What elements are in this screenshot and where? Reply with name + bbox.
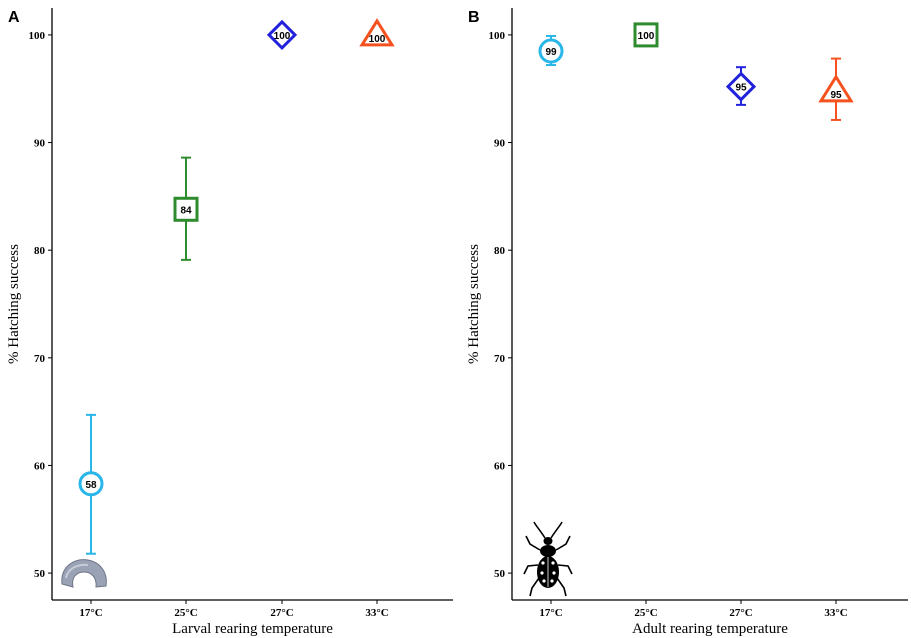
panel-letter: A: [8, 9, 20, 26]
beetle-antenna: [550, 521, 563, 539]
y-tick-label: 80: [494, 245, 506, 257]
x-axis-title: Adult rearing temperature: [632, 621, 788, 637]
y-tick-label: 100: [29, 30, 46, 42]
x-tick-label: 25°C: [174, 607, 197, 619]
y-tick-label: 90: [34, 138, 46, 150]
y-axis-title: % Hatching success: [466, 244, 482, 364]
beetle-pronotum: [540, 545, 556, 557]
triangle-marker: [359, 18, 395, 47]
beetle-spot: [541, 561, 545, 565]
beetle-leg: [556, 577, 567, 597]
x-tick-label: 25°C: [634, 607, 657, 619]
x-axis-title: Larval rearing temperature: [172, 621, 333, 637]
x-tick-label: 33°C: [365, 607, 388, 619]
data-point: 100: [266, 19, 298, 51]
data-point: 99: [538, 34, 564, 67]
larva-icon: [61, 559, 107, 588]
panel-b: B 50 60 70 80 90 100 17°C 25°C 27°C 33°C Adult rear…: [466, 8, 908, 637]
data-point: 100: [359, 18, 395, 47]
y-tick-label: 50: [34, 568, 46, 580]
x-tick-label: 33°C: [824, 607, 847, 619]
beetle-icon: [523, 521, 573, 597]
y-tick-label: 90: [494, 138, 506, 150]
data-label: 58: [85, 480, 97, 491]
y-tick-label: 80: [34, 245, 46, 257]
data-label: 95: [735, 83, 747, 94]
x-tick-label: 17°C: [79, 607, 102, 619]
y-tick-label: 70: [34, 353, 46, 365]
beetle-head: [543, 537, 553, 545]
diamond-marker: [725, 71, 757, 102]
panel-letter: B: [468, 9, 480, 26]
y-tick-label: 50: [494, 568, 506, 580]
data-label: 84: [180, 205, 192, 216]
data-point: 84: [173, 156, 199, 261]
panel-a: A 50 60 70 80 90 100 17°C 25°C 27°C 33°C Larval rea…: [6, 8, 453, 637]
beetle-leg: [529, 577, 540, 597]
diamond-marker: [266, 19, 298, 51]
data-label: 100: [274, 31, 291, 42]
data-point: 58: [78, 413, 104, 555]
beetle-leg: [523, 564, 539, 575]
x-tick-label: 17°C: [539, 607, 562, 619]
y-tick-label: 70: [494, 353, 506, 365]
y-tick-label: 60: [34, 460, 46, 472]
x-tick-label: 27°C: [270, 607, 293, 619]
beetle-leg: [555, 535, 571, 551]
beetle-spot: [551, 561, 555, 565]
y-tick-label: 60: [494, 460, 506, 472]
data-point: 95: [725, 66, 757, 106]
y-tick-label: 100: [489, 30, 506, 42]
beetle-leg: [557, 564, 573, 575]
beetle-spot: [552, 571, 556, 575]
beetle-spot: [542, 579, 546, 583]
circle-marker: [538, 38, 564, 64]
x-tick-label: 27°C: [729, 607, 752, 619]
beetle-spot: [550, 579, 554, 583]
beetle-leg: [525, 535, 541, 551]
larva-highlight: [65, 563, 89, 579]
triangle-marker: [818, 74, 854, 103]
beetle-antenna: [533, 521, 546, 539]
data-label: 100: [638, 31, 655, 42]
beetle-spot: [540, 571, 544, 575]
data-label: 99: [545, 47, 557, 58]
square-marker: [633, 22, 659, 48]
square-marker: [173, 196, 199, 222]
y-axis-title: % Hatching success: [6, 244, 22, 364]
data-label: 100: [369, 34, 386, 45]
data-point: 100: [633, 22, 659, 48]
circle-marker: [78, 471, 104, 497]
data-label: 95: [830, 90, 842, 101]
larva-body: [61, 559, 107, 588]
data-point: 95: [818, 57, 854, 121]
